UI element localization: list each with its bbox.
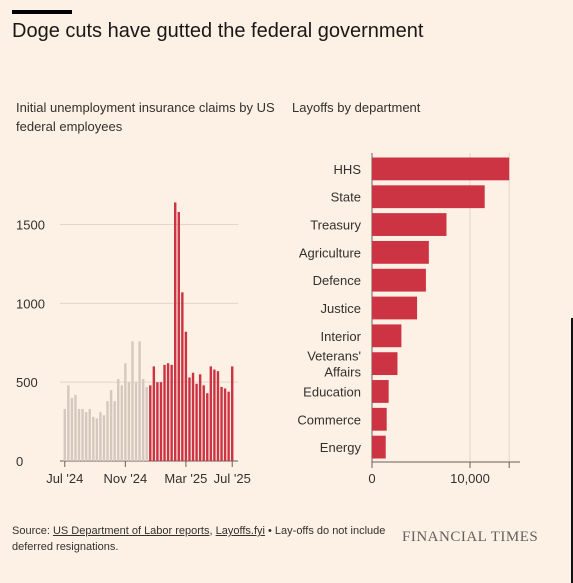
layoffs-chart: 0 10,000 HHS State Treasury Agriculture Defenc…	[297, 153, 520, 486]
category-label: Education	[303, 384, 361, 399]
category-label: Veterans'	[307, 349, 361, 364]
claims-bar	[170, 364, 173, 461]
claims-bar	[77, 408, 81, 461]
claims-bar	[84, 412, 88, 461]
category-label: Energy	[320, 440, 362, 455]
claims-bar	[181, 292, 184, 461]
claims-bar	[141, 379, 145, 461]
claims-chart: 0 500 1000 1500 Jul '24 Nov '24 Mar '25 Jul '25	[16, 202, 251, 486]
category-label: Commerce	[297, 412, 361, 427]
layoff-bar	[372, 157, 510, 181]
claims-bar	[163, 364, 166, 461]
layoffs-chart-title: Layoffs by department	[292, 100, 421, 115]
claims-bar	[209, 366, 213, 461]
claims-bar	[120, 385, 123, 461]
claims-bar	[99, 412, 102, 461]
category-label: HHS	[334, 162, 362, 177]
layoff-bar	[372, 296, 418, 320]
y-tick-label: 1000	[16, 296, 45, 311]
claims-bar	[124, 363, 127, 461]
claims-bar	[227, 391, 230, 461]
layoff-bar	[372, 268, 426, 292]
source-link-layoffs[interactable]: Layoffs.fyi	[215, 525, 265, 537]
x-tick-label: Jul '24	[46, 471, 83, 486]
source-prefix: Source:	[12, 525, 53, 537]
claims-bar	[81, 408, 84, 461]
claims-bar	[70, 397, 74, 461]
claims-bar	[95, 418, 99, 461]
x-tick-label: Jul '25	[214, 471, 251, 486]
window-edge	[571, 318, 573, 583]
claims-bar	[138, 341, 141, 461]
claims-bar	[88, 408, 91, 461]
layoff-bar	[372, 352, 398, 376]
claims-bar	[177, 211, 180, 461]
claims-bar	[63, 408, 66, 461]
x-tick-label: Nov '24	[104, 471, 148, 486]
claims-bar	[206, 393, 209, 461]
ft-logo: FINANCIAL TIMES	[402, 529, 539, 545]
claims-bar	[198, 374, 202, 461]
claims-bar	[174, 202, 177, 461]
category-label: State	[331, 190, 361, 205]
y-tick-label: 0	[16, 454, 23, 469]
claims-bar	[102, 415, 106, 461]
source-link-dol[interactable]: US Department of Labor reports	[52, 525, 210, 537]
claims-bar	[188, 377, 191, 461]
claims-bar	[149, 385, 152, 461]
claims-bar	[202, 385, 205, 461]
claims-bar	[113, 401, 116, 461]
layoff-bar	[372, 435, 386, 459]
claims-bar	[195, 383, 198, 461]
claims-bar	[156, 382, 159, 461]
category-label: Interior	[321, 329, 362, 344]
x-tick-label: Mar '25	[164, 471, 207, 486]
claims-bar	[223, 388, 227, 461]
claims-bar	[191, 372, 195, 461]
claims-bar	[220, 386, 223, 461]
category-label: Treasury	[310, 218, 361, 233]
category-label: Agriculture	[299, 245, 361, 260]
claims-bar	[152, 366, 156, 461]
claims-bar	[106, 401, 109, 461]
category-label: Defence	[313, 273, 361, 288]
claims-bar	[117, 379, 120, 461]
claims-bar	[74, 394, 77, 461]
x-tick-label: 10,000	[450, 471, 490, 486]
claims-bar	[166, 363, 170, 461]
layoff-bar	[372, 185, 485, 209]
layoff-bar	[372, 407, 387, 431]
source-footnote: • Lay-offs do not include deferred resig…	[12, 525, 386, 553]
category-label: Justice	[321, 301, 361, 316]
claims-bar	[159, 382, 163, 461]
claims-bar	[213, 369, 216, 461]
layoff-bar	[372, 324, 402, 348]
claims-bar	[145, 386, 148, 461]
claims-bar	[131, 341, 134, 461]
y-tick-label: 1500	[16, 218, 45, 233]
page-title: Doge cuts have gutted the federal govern…	[12, 20, 424, 42]
claims-bar	[231, 366, 234, 461]
claims-bar	[216, 371, 220, 461]
claims-bar	[127, 382, 131, 461]
claims-bar	[184, 331, 188, 461]
claims-chart-title: Initial unemployment insurance claims by…	[16, 100, 275, 134]
header-rule	[12, 10, 72, 14]
layoff-bar	[372, 240, 429, 264]
y-tick-label: 500	[16, 375, 38, 390]
claims-bar	[109, 390, 113, 461]
claims-bar	[92, 416, 95, 461]
layoff-bar	[372, 213, 447, 236]
claims-bar	[67, 385, 70, 461]
source-separator: ,	[209, 525, 216, 537]
claims-bar	[134, 382, 138, 461]
category-label: Affairs	[324, 365, 361, 380]
x-tick-label: 0	[368, 471, 375, 486]
layoff-bar	[372, 380, 389, 403]
source-note: Source: US Department of Labor reports, …	[12, 523, 392, 555]
